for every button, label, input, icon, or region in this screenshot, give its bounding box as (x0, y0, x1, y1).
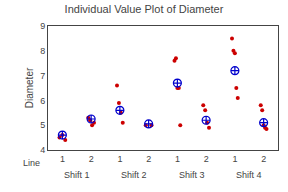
svg-text:2: 2 (204, 154, 209, 164)
svg-text:Shift 3: Shift 3 (179, 170, 205, 180)
svg-text:Shift 2: Shift 2 (121, 170, 147, 180)
svg-text:1: 1 (232, 154, 237, 164)
svg-text:9: 9 (40, 21, 45, 31)
svg-text:Shift 1: Shift 1 (64, 170, 90, 180)
svg-text:6: 6 (40, 96, 45, 106)
svg-text:Shift 4: Shift 4 (236, 170, 262, 180)
svg-text:2: 2 (89, 154, 94, 164)
svg-text:Individual Value Plot of Diame: Individual Value Plot of Diameter (65, 3, 224, 15)
svg-text:5: 5 (40, 120, 45, 130)
svg-text:8: 8 (40, 46, 45, 56)
svg-text:2: 2 (146, 154, 151, 164)
svg-text:Diameter: Diameter (24, 67, 35, 108)
svg-text:Line: Line (23, 158, 40, 168)
svg-text:1: 1 (117, 154, 122, 164)
svg-text:4: 4 (40, 145, 45, 155)
svg-text:7: 7 (40, 71, 45, 81)
svg-text:1: 1 (60, 154, 65, 164)
svg-text:2: 2 (261, 154, 266, 164)
svg-text:1: 1 (175, 154, 180, 164)
